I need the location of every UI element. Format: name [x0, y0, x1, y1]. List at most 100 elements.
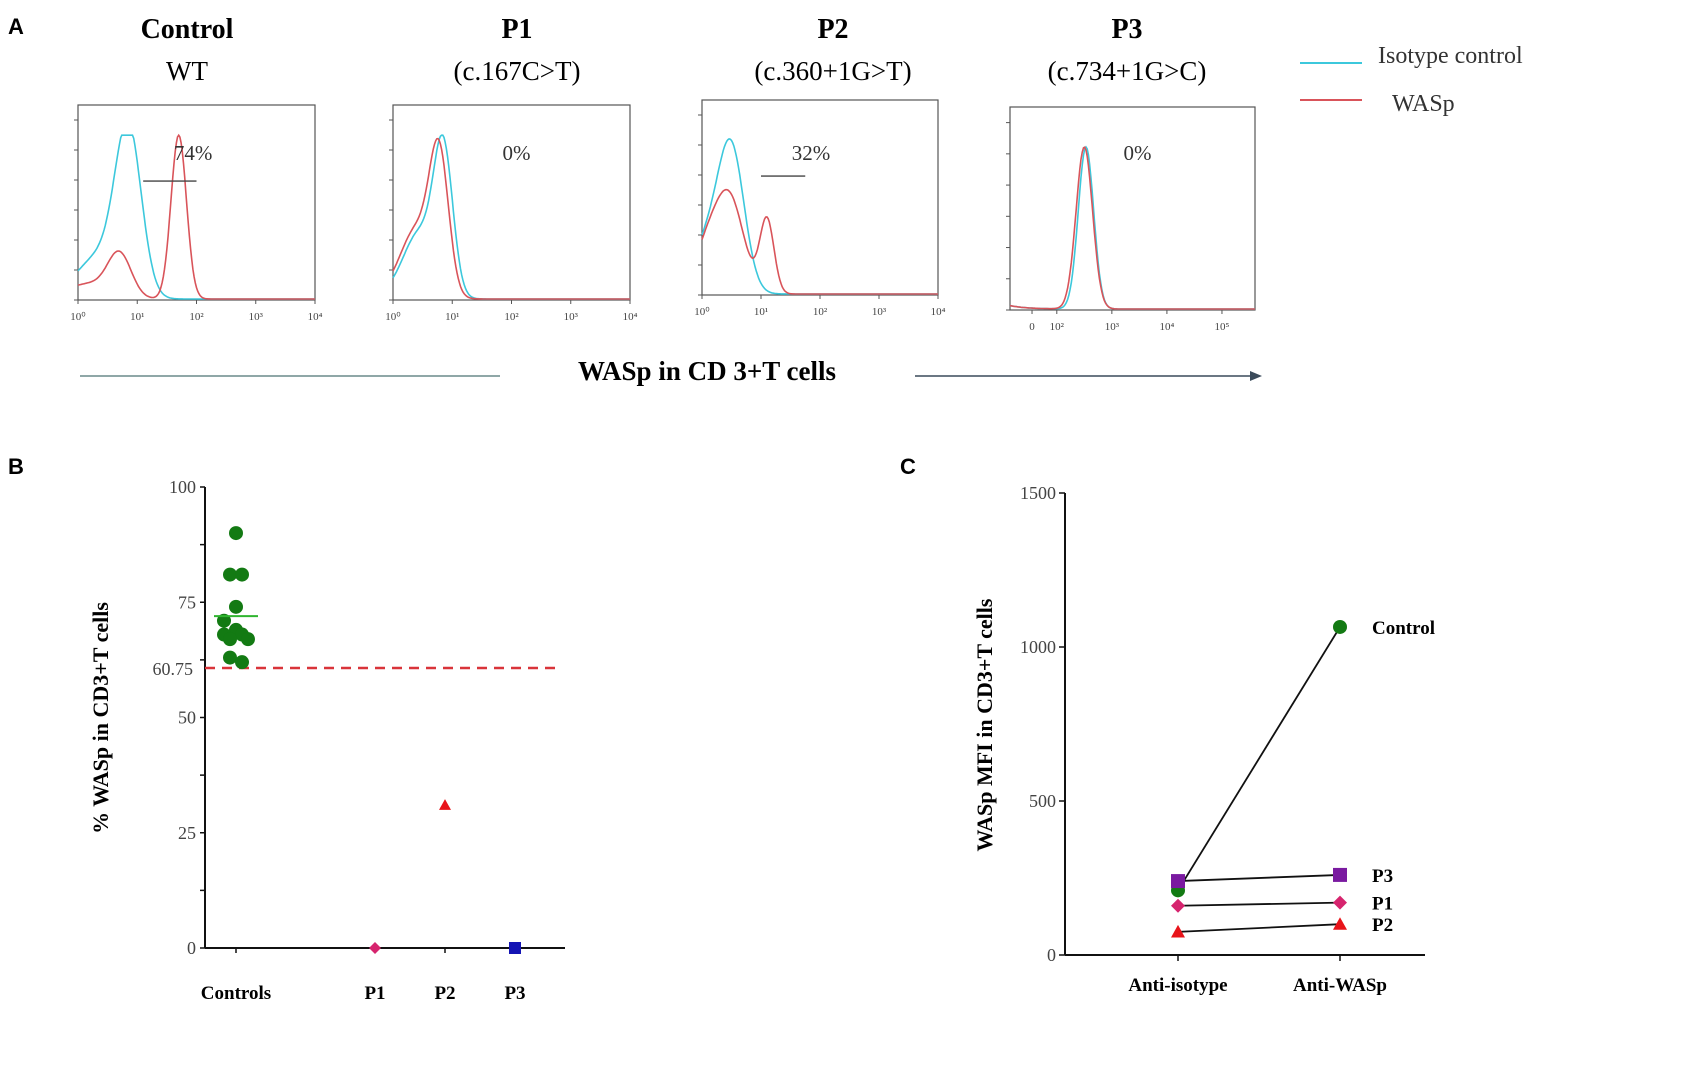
y-tick-label: 1000: [1020, 637, 1056, 657]
series-line: [1177, 626, 1341, 891]
series-line: [1177, 874, 1341, 882]
x-category-label: Anti-WASp: [1293, 975, 1387, 996]
plot-subtitle: (c.167C>T): [454, 56, 581, 86]
y-axis-label: % WASp in CD3+T cells: [88, 602, 113, 834]
x-tick-label: 10³: [1105, 321, 1120, 333]
y-tick-label: 0: [1047, 945, 1056, 965]
x-tick-label: 10⁰: [694, 306, 710, 318]
wasp-curve: [77, 133, 315, 300]
panel-label-a: A: [8, 14, 24, 39]
plot-frame: [1009, 106, 1256, 311]
data-point-p1: [1171, 898, 1185, 913]
plot-title: P3: [1111, 14, 1142, 45]
wasp-curve: [392, 137, 630, 300]
x-tick-label: 10⁵: [1215, 321, 1230, 333]
x-tick-label: 10¹: [445, 311, 459, 323]
y-axis-label: WASp MFI in CD3+T cells: [972, 598, 997, 851]
y-tick-label: 50: [178, 708, 196, 728]
x-tick-label: 10¹: [754, 306, 768, 318]
data-point-p3: [1333, 867, 1347, 882]
data-point-p1: [1333, 895, 1347, 910]
data-point-controls: [235, 567, 249, 582]
y-tick-label: 75: [178, 592, 196, 612]
x-tick-label: 10²: [813, 306, 828, 318]
data-point-controls: [223, 567, 237, 582]
legend-label-wasp: WASp: [1392, 91, 1455, 117]
data-point-controls: [223, 632, 237, 647]
arrowhead-icon: [1250, 371, 1262, 381]
x-tick-label: 10⁴: [1159, 321, 1174, 333]
legend: Isotype control WASp: [1300, 43, 1523, 117]
x-category-label: P3: [504, 983, 525, 1004]
isotype-curve: [1009, 145, 1255, 310]
data-point-controls: [235, 655, 249, 670]
legend-label-isotype: Isotype control: [1378, 43, 1523, 69]
plot-title: P1: [501, 14, 532, 45]
y-tick-label: 500: [1029, 791, 1056, 811]
x-tick-label: 10³: [249, 311, 264, 323]
data-point-controls: [223, 650, 237, 665]
x-tick-label: 10²: [1050, 321, 1065, 333]
histogram-plot-1: Control WT 10⁰ 10¹ 10² 10³ 10⁴ 74%: [70, 14, 322, 323]
threshold-label: 60.75: [153, 659, 194, 679]
x-tick-label: 0: [1029, 321, 1035, 333]
data-point-p2: [439, 799, 451, 810]
data-point-controls: [229, 526, 243, 541]
plot-subtitle: WT: [166, 56, 208, 86]
data-point-p3: [509, 942, 521, 954]
x-tick-label: 10⁰: [385, 311, 401, 323]
x-tick-label: 10⁴: [931, 306, 946, 318]
y-tick-label: 1500: [1020, 483, 1056, 503]
x-tick-label: 10²: [504, 311, 519, 323]
x-category-label: P2: [434, 983, 455, 1004]
x-tick-label: 10¹: [130, 311, 144, 323]
series-label: P2: [1372, 915, 1393, 936]
gate-percent: 0%: [1124, 141, 1152, 165]
x-tick-label: 10⁴: [623, 311, 638, 323]
panel-c-line: 0 500 1000 1500 Anti-isotype Anti-WASp WASp MF…: [972, 483, 1435, 996]
histogram-plot-3: P2 (c.360+1G>T) 10⁰ 10¹ 10² 10³ 10⁴ 32%: [694, 14, 945, 318]
x-tick-label: 10²: [189, 311, 204, 323]
gate-percent: 0%: [503, 141, 531, 165]
panel-label-c: C: [900, 454, 916, 479]
series-label: Control: [1372, 618, 1435, 639]
data-point-controls: [241, 632, 255, 647]
data-point-p1: [369, 942, 381, 954]
data-point-p2: [1333, 917, 1347, 930]
y-tick-label: 0: [187, 938, 196, 958]
plot-frame: [77, 104, 316, 301]
x-tick-label: 10⁰: [70, 311, 86, 323]
data-point-controls: [217, 613, 231, 628]
panel-label-b: B: [8, 454, 24, 479]
y-tick-label: 25: [178, 823, 196, 843]
series-label: P3: [1372, 866, 1393, 887]
plot-subtitle: (c.734+1G>C): [1048, 56, 1207, 86]
data-point-control: [1333, 619, 1347, 634]
plot-title: P2: [817, 14, 848, 45]
y-tick-label: 100: [169, 477, 196, 497]
x-category-label: Controls: [201, 983, 271, 1004]
panel-a-histograms: Control WT 10⁰ 10¹ 10² 10³ 10⁴ 74% P1 (c.167C>T) 1…: [70, 14, 1523, 386]
wasp-curve: [701, 188, 938, 295]
gate-percent: 32%: [792, 141, 831, 165]
data-point-p2: [1171, 924, 1185, 938]
x-category-label: Anti-isotype: [1128, 975, 1227, 996]
data-point-controls: [229, 599, 243, 614]
x-tick-label: 10³: [564, 311, 579, 323]
plot-title: Control: [141, 14, 234, 45]
x-tick-label: 10³: [872, 306, 887, 318]
x-category-label: P1: [364, 983, 385, 1004]
series-line: [1177, 901, 1341, 907]
wasp-curve: [1009, 146, 1255, 310]
plot-subtitle: (c.360+1G>T): [754, 56, 911, 86]
histogram-plot-2: P1 (c.167C>T) 10⁰ 10¹ 10² 10³ 10⁴ 0%: [385, 14, 637, 323]
plot-frame: [701, 99, 939, 296]
x-axis-label: WASp in CD 3+T cells: [578, 356, 836, 386]
panel-b-scatter: 0 25 50 75 100 Controls P1 P2 P3 % WASp in CD3+T …: [88, 477, 565, 1004]
gate-percent: 74%: [174, 141, 213, 165]
x-tick-label: 10⁴: [308, 311, 323, 323]
series-label: P1: [1372, 894, 1393, 915]
series-line: [1177, 923, 1341, 933]
data-point-p3: [1171, 874, 1185, 889]
